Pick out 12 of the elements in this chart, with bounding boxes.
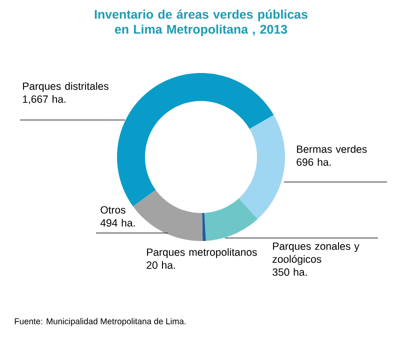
- data-label: 494 ha.: [100, 218, 135, 227]
- data-label: 20 ha.: [146, 261, 175, 269]
- data-label: 1,667 ha.: [22, 95, 66, 104]
- slice-label: Otros: [100, 206, 126, 214]
- slice-label: Bermas verdes: [297, 145, 367, 153]
- source-note: Fuente: Municipalidad Metropolitana de Lima.: [14, 318, 186, 326]
- data-label: 350 ha.: [272, 268, 307, 276]
- slice-label: Parques metropolitanos: [147, 248, 257, 258]
- slice-label: Parques zonales y zoológicos: [272, 242, 360, 265]
- chart-title: Inventario de áreas verdes públicas en Lima Metropolitana , 2013: [94, 10, 308, 36]
- slice-label: Parques distritales: [23, 82, 108, 92]
- data-label: 696 ha.: [296, 158, 331, 166]
